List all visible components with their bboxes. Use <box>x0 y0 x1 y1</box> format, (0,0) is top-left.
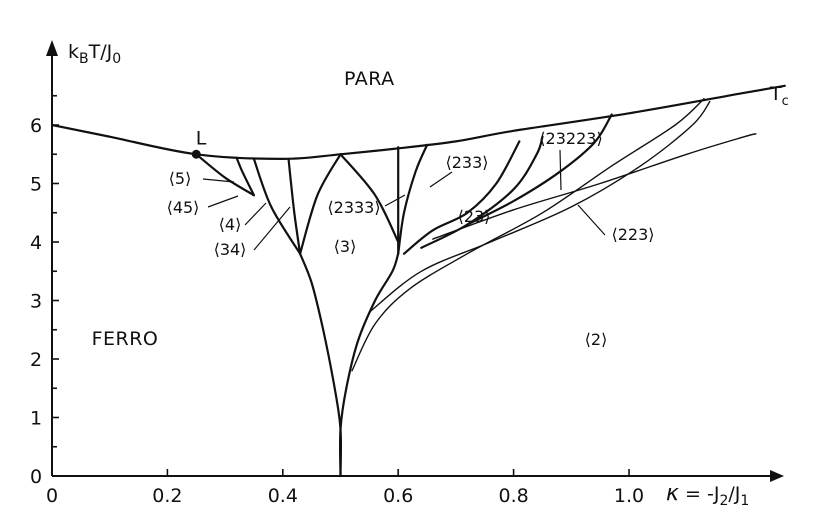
phase-leader <box>202 178 235 183</box>
boundary-23223-left <box>420 135 544 249</box>
phase-leader <box>244 202 267 226</box>
phase-labels: Tc L PARA FERRO ⟨5⟩ ⟨45⟩ ⟨4⟩ ⟨34⟩ ⟨3⟩ ⟨2333⟩ ⟨233⟩… <box>92 68 789 350</box>
y-tick-label: 2 <box>30 349 42 371</box>
phase-label: ⟨2⟩ <box>585 330 608 349</box>
phase-leader <box>207 195 239 208</box>
phase-label: ⟨34⟩ <box>214 240 247 259</box>
boundary-223-2 <box>432 133 757 240</box>
lifshitz-point <box>191 149 201 159</box>
boundary-34-4 <box>287 158 302 255</box>
boundary-23-2-upper <box>351 98 705 372</box>
y-tick-label: 5 <box>30 174 42 196</box>
phase-label: ⟨233⟩ <box>445 153 488 172</box>
boundary-3-23 <box>338 252 400 478</box>
y-tick-label: 4 <box>30 232 42 254</box>
boundary-2333-233-left <box>397 143 429 255</box>
phase-label: ⟨45⟩ <box>167 198 200 217</box>
boundary-ferro-3 <box>299 252 343 478</box>
y-tick-label: 6 <box>30 115 42 137</box>
phase-leader <box>577 204 606 236</box>
boundary-3-2333 <box>339 153 400 244</box>
y-tick-label: 1 <box>30 408 42 430</box>
x-tick-label: 1.0 <box>614 485 644 507</box>
y-tick-label: 0 <box>30 466 42 488</box>
x-tick-label: 0.6 <box>383 485 413 507</box>
phase-label: ⟨2333⟩ <box>327 198 380 217</box>
phase-label: ⟨3⟩ <box>334 237 357 256</box>
boundary-5-ferro <box>195 153 255 197</box>
boundary-23223-right <box>466 113 613 226</box>
y-axis-arrow <box>46 40 58 56</box>
phase-label: ⟨5⟩ <box>169 169 192 188</box>
phase-leader <box>559 149 562 191</box>
critical-line <box>50 84 786 160</box>
x-tick-label: 0.8 <box>498 485 528 507</box>
y-tick-label: 3 <box>30 291 42 313</box>
ferro-label: FERRO <box>92 328 159 350</box>
phase-label: ⟨223⟩ <box>611 225 654 244</box>
para-label: PARA <box>344 68 395 90</box>
x-tick-label: 0.4 <box>268 485 298 507</box>
x-axis-arrow <box>770 470 784 482</box>
phase-leader <box>384 194 406 207</box>
phase-label: ⟨23⟩ <box>458 207 491 226</box>
x-tick-label: 0.2 <box>152 485 182 507</box>
axes: 0 0.2 0.4 0.6 0.8 1.0 0 1 2 3 4 5 6 kBT/J0 κ = -J2/J1 <box>30 40 784 509</box>
lifshitz-label: L <box>196 127 207 149</box>
boundary-45-5 <box>235 156 255 197</box>
y-axis-label: kBT/J0 <box>68 41 121 67</box>
phase-boundaries <box>50 84 786 478</box>
boundary-23-2-lower <box>368 100 711 313</box>
boundary-233-23 <box>402 140 521 255</box>
boundary-3-34 <box>299 153 342 255</box>
phase-leader <box>429 171 453 188</box>
phase-leader <box>253 206 291 251</box>
tc-label: Tc <box>769 83 789 109</box>
boundary-4-45 <box>252 157 302 255</box>
x-tick-label: 0 <box>46 485 58 507</box>
x-axis-label: κ = -J2/J1 <box>666 481 749 509</box>
phase-label: ⟨23223⟩ <box>539 129 602 148</box>
phase-label: ⟨4⟩ <box>219 215 242 234</box>
